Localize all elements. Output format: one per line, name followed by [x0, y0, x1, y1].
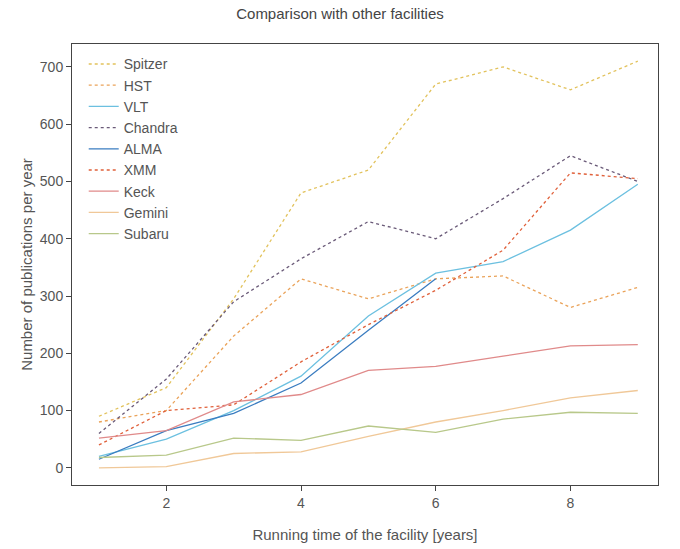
svg-text:100: 100 [40, 402, 64, 418]
svg-text:ALMA: ALMA [124, 141, 163, 157]
svg-text:Running time of the facility [: Running time of the facility [years] [252, 526, 477, 543]
svg-text:4: 4 [297, 495, 305, 511]
svg-text:Keck: Keck [124, 184, 156, 200]
svg-text:600: 600 [40, 116, 64, 132]
svg-text:VLT: VLT [124, 99, 149, 115]
svg-text:XMM: XMM [124, 162, 157, 178]
svg-text:Gemini: Gemini [124, 205, 168, 221]
svg-text:Subaru: Subaru [124, 226, 169, 242]
svg-text:0: 0 [55, 460, 63, 476]
svg-text:200: 200 [40, 345, 64, 361]
svg-text:Spitzer: Spitzer [124, 56, 168, 72]
svg-text:Chandra: Chandra [124, 120, 178, 136]
svg-text:500: 500 [40, 173, 64, 189]
svg-text:700: 700 [40, 59, 64, 75]
svg-text:400: 400 [40, 231, 64, 247]
svg-text:Comparison with other faciliti: Comparison with other facilities [236, 5, 444, 22]
svg-text:8: 8 [567, 495, 575, 511]
svg-text:Number of publications per yea: Number of publications per year [18, 158, 35, 371]
svg-text:6: 6 [432, 495, 440, 511]
svg-text:300: 300 [40, 288, 64, 304]
svg-text:HST: HST [124, 78, 152, 94]
svg-text:2: 2 [162, 495, 170, 511]
